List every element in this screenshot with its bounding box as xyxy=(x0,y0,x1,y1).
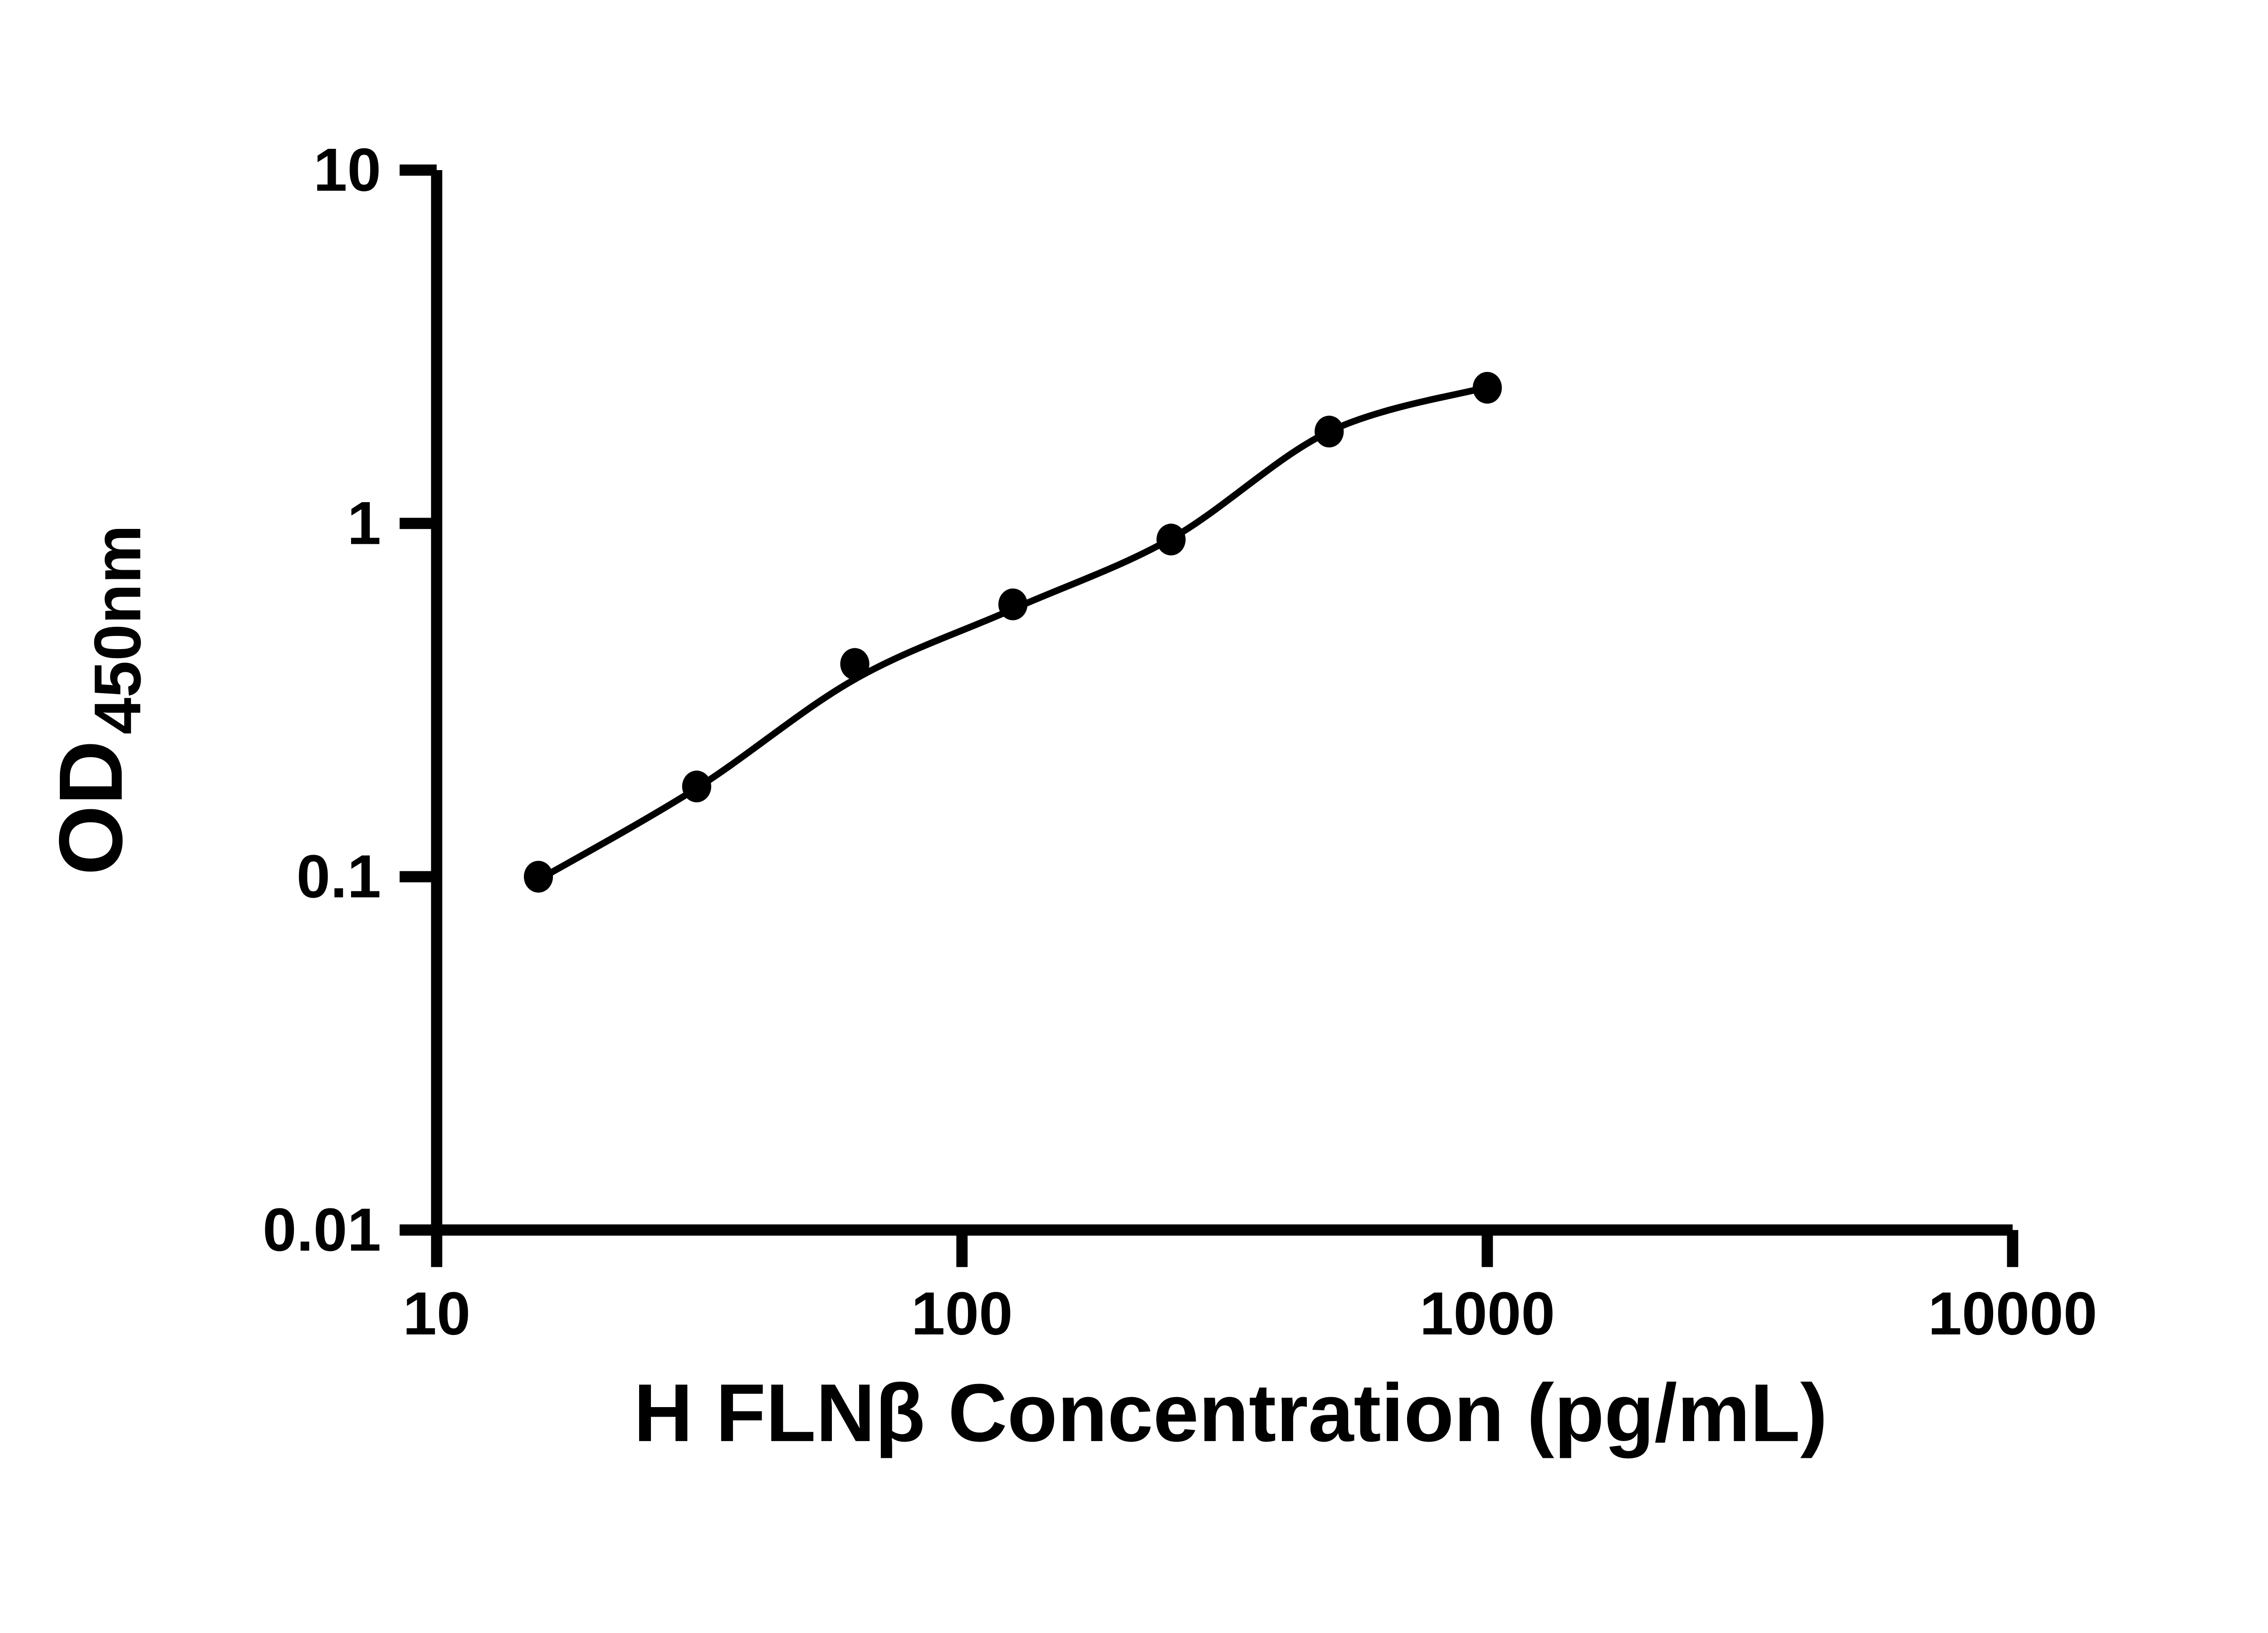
data-points-layer xyxy=(523,372,1502,893)
tick-labels-layer: 10 1 0.1 0.01 10 100 1000 10000 xyxy=(263,136,2097,1347)
data-point xyxy=(682,770,711,802)
x-tick-label: 10000 xyxy=(1928,1280,2097,1348)
fit-curve-layer xyxy=(535,384,1491,883)
fit-curve-path xyxy=(535,384,1491,883)
x-tick-label: 1000 xyxy=(1420,1280,1555,1348)
y-axis-title-main: OD xyxy=(40,740,141,875)
y-tick-label: 1 xyxy=(347,489,381,557)
axis-lines xyxy=(431,170,2013,1236)
y-tick-label: 0.01 xyxy=(263,1196,381,1264)
data-point xyxy=(1156,523,1186,556)
x-tick-label: 100 xyxy=(911,1280,1013,1348)
y-tick-label: 0.1 xyxy=(297,843,381,910)
data-point xyxy=(998,588,1028,621)
data-point xyxy=(1472,372,1502,404)
data-point xyxy=(523,861,553,893)
y-axis-title: OD 450nm xyxy=(40,525,154,875)
data-point xyxy=(840,648,870,680)
data-point xyxy=(1315,416,1344,448)
y-axis-title-subscript: 450nm xyxy=(80,525,154,734)
axes-layer xyxy=(431,170,2013,1236)
y-tick-label: 10 xyxy=(313,136,381,204)
x-tick-label: 10 xyxy=(403,1280,470,1348)
ticks-layer xyxy=(399,164,2019,1267)
x-axis-title: H FLNβ Concentration (pg/mL) xyxy=(634,1367,1828,1459)
